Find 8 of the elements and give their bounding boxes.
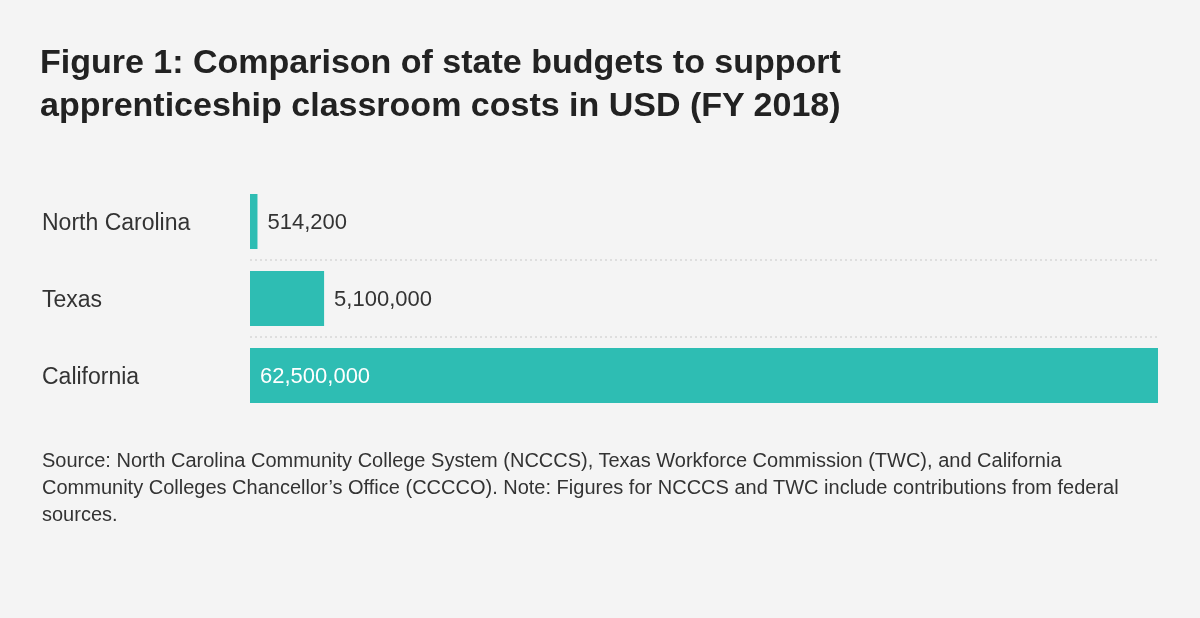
- chart-title: Figure 1: Comparison of state budgets to support apprenticeship classroom costs in USD (FY 2018): [40, 41, 842, 125]
- data-label: 514,200: [267, 209, 347, 235]
- data-label: 5,100,000: [334, 286, 432, 312]
- data-label: 62,500,000: [260, 363, 371, 389]
- y-tick-label: Texas: [42, 285, 103, 312]
- y-tick-label: California: [42, 362, 140, 389]
- source-note: Source: North Carolina Community College System (NCCCS), Texas Workforce Commission (TWC), and California Community Colleges Chancellor’s Office (CCCCO). Note: Figures for NCCCS and TWC include contributions from federal sources.: [42, 448, 1120, 527]
- y-tick-label: North Carolina: [42, 208, 191, 235]
